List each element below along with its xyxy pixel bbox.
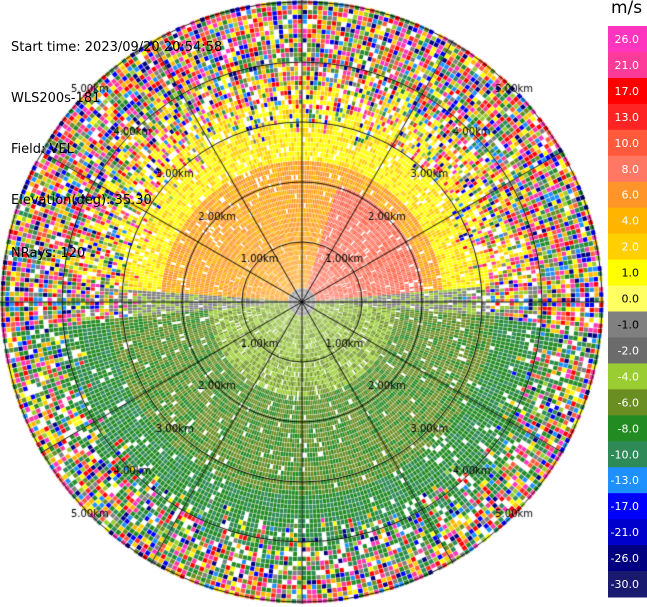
elevation-text: Elevation(deg): 35.30 (11, 193, 152, 208)
colorbar-segment (608, 311, 647, 338)
colorbar-tick-label: 26.0 (615, 33, 640, 46)
colorbar-segment (608, 493, 647, 520)
colorbar-tick-label: 2.0 (622, 241, 640, 254)
colorbar-segment (608, 363, 647, 390)
colorbar-segment (608, 285, 647, 312)
colorbar-tick-label: 10.0 (615, 137, 640, 150)
colorbar-segment (608, 233, 647, 261)
colorbar-segment (608, 207, 647, 235)
colorbar-tick-label: 4.0 (622, 215, 640, 228)
instrument-text: WLS200s-181 (11, 91, 101, 106)
colorbar-tick-label: -30.0 (611, 578, 639, 591)
colorbar-segment (608, 77, 647, 105)
nrays-text: NRays: 120 (11, 246, 86, 261)
colorbar-tick-label: 6.0 (622, 189, 640, 202)
colorbar-segment (608, 389, 647, 416)
colorbar-segment (608, 415, 647, 442)
field-text: Field: VEL (11, 142, 74, 157)
colorbar-segment (608, 519, 647, 546)
ppi-radar-plot (0, 0, 610, 607)
colorbar-tick-label: 17.0 (615, 85, 640, 98)
colorbar: 26.0 21.0 17.0 13.0 10.0 8.0 6.0 4.0 2.0 1.0 0.0 -1… (608, 26, 647, 598)
colorbar-segment (608, 181, 647, 209)
colorbar-segment (608, 441, 647, 468)
info-panel: Start time: 2023/09/20 20:54:58 WLS200s-… (11, 5, 222, 279)
colorbar-segment (608, 26, 647, 53)
colorbar-tick-label: -8.0 (618, 422, 639, 435)
colorbar-tick-label: -2.0 (618, 344, 639, 357)
colorbar-tick-label: -26.0 (611, 552, 639, 565)
colorbar-segment (608, 467, 647, 494)
colorbar-tick-label: 21.0 (615, 59, 640, 72)
colorbar-segment (608, 51, 647, 79)
colorbar-segment (608, 129, 647, 157)
colorbar-tick-label: 13.0 (615, 111, 640, 124)
colorbar-tick-label: -17.0 (611, 500, 639, 513)
colorbar-tick-label: -6.0 (618, 396, 639, 409)
colorbar-segment (608, 155, 647, 183)
colorbar-tick-label: -13.0 (611, 474, 639, 487)
colorbar-tick-label: -1.0 (618, 318, 639, 331)
start-time-text: Start time: 2023/09/20 20:54:58 (11, 40, 223, 55)
colorbar-segment (608, 545, 647, 572)
colorbar-unit: m/s (611, 0, 643, 18)
colorbar-tick-label: 8.0 (622, 163, 640, 176)
colorbar-segment (608, 103, 647, 131)
colorbar-tick-label: -21.0 (611, 526, 639, 539)
colorbar-tick-label: 0.0 (622, 293, 640, 306)
colorbar-segment (608, 337, 647, 364)
colorbar-segment (608, 259, 647, 287)
colorbar-tick-label: -4.0 (618, 370, 639, 383)
colorbar-segment (608, 571, 647, 598)
colorbar-tick-label: -10.0 (611, 448, 639, 461)
colorbar-tick-label: 1.0 (622, 267, 640, 280)
